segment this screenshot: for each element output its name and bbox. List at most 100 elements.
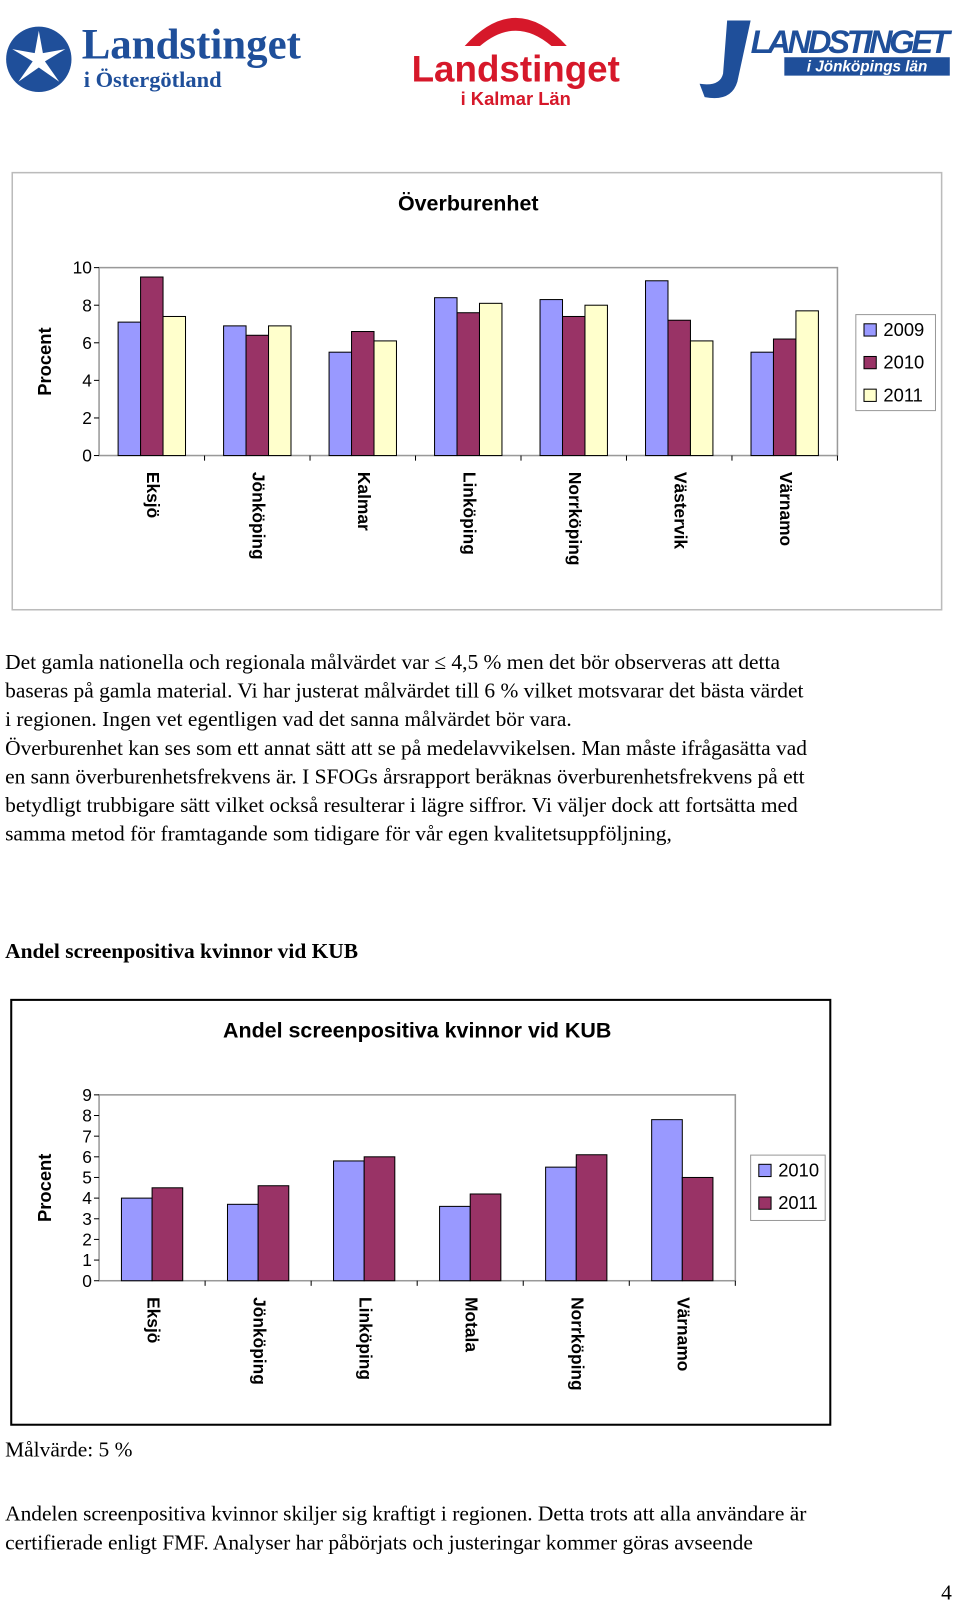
bar [120, 1197, 153, 1282]
y-tick-label: 9 [82, 1085, 92, 1105]
logo-j [699, 20, 751, 99]
bar [223, 325, 247, 457]
legend-swatch [758, 1196, 772, 1210]
paragraph-line: samma metod för framtagande som tidigare… [5, 822, 672, 846]
x-tick-label: Eksjö [144, 1297, 164, 1343]
legend-swatch [863, 323, 877, 337]
x-tick-label: Norrköping [565, 472, 585, 566]
x-tick-label: Linköping [460, 472, 480, 555]
bar [681, 1176, 714, 1282]
bar [439, 1205, 471, 1282]
y-axis-label: Procent [34, 1154, 55, 1222]
logo-text: LANDSTINGET [751, 23, 953, 60]
bar [434, 297, 458, 457]
bar [226, 1203, 259, 1282]
plot-area [98, 1094, 737, 1282]
y-tick-label: 5 [82, 1168, 92, 1188]
bar [545, 1166, 577, 1282]
bar [328, 351, 353, 457]
bar [750, 351, 774, 457]
paragraph-line: i regionen. Ingen vet egentligen vad det… [5, 707, 572, 731]
y-tick-label: 8 [82, 295, 92, 315]
bar [667, 319, 691, 457]
bar [140, 276, 164, 457]
bar [689, 340, 714, 457]
x-tick-label: Värnamo [776, 472, 796, 546]
x-tick-label: Västervik [671, 472, 691, 550]
page-number: 4 [941, 1580, 952, 1604]
legend-label: 2009 [883, 319, 924, 340]
legend-swatch [758, 1163, 772, 1178]
bar [257, 1185, 290, 1282]
logo-subtext: i Jönköpings län [807, 59, 928, 76]
y-tick-label: 1 [82, 1250, 92, 1270]
paragraph-line: Andelen screenpositiva kvinnor skiljer s… [5, 1502, 806, 1526]
chart-title: Andel screenpositiva kvinnor vid KUB [223, 1019, 611, 1043]
bar [795, 310, 819, 457]
legend-label: 2011 [883, 384, 923, 405]
logo-jonkoping: LANDSTINGET i Jönköpings län [699, 20, 953, 99]
legend-label: 2011 [778, 1192, 818, 1213]
y-tick-label: 4 [82, 1188, 92, 1208]
bar [117, 321, 142, 457]
y-tick-label: 3 [82, 1209, 92, 1229]
y-tick-label: 0 [82, 446, 92, 466]
logo-ostergotland: Landstinget i Östergötland [6, 21, 302, 92]
bar [162, 315, 187, 457]
bar [151, 1187, 184, 1282]
bar [373, 340, 397, 457]
logo-star [12, 30, 66, 82]
bar [333, 1160, 365, 1282]
logo-subtext: i Kalmar Län [461, 88, 571, 109]
x-tick-label: Motala [462, 1297, 482, 1352]
bar [478, 302, 503, 457]
y-tick-label: 0 [82, 1271, 92, 1291]
y-tick-label: 8 [82, 1106, 92, 1126]
bar [268, 325, 292, 457]
bar [539, 299, 564, 457]
bar [245, 334, 270, 457]
x-tick-label: Norrköping [568, 1297, 588, 1391]
y-tick-label: 4 [82, 371, 92, 391]
target-note: Målvärde: 5 % [5, 1437, 133, 1461]
paragraph-line: baseras på gamla material. Vi har juster… [5, 679, 803, 703]
bar [645, 280, 669, 457]
bar [363, 1156, 396, 1282]
x-tick-label: Jönköping [250, 1297, 270, 1385]
legend-label: 2010 [778, 1160, 819, 1181]
bar [772, 338, 797, 457]
logo-text: Landstinget [82, 21, 302, 68]
bar [456, 312, 480, 457]
legend-label: 2010 [883, 352, 924, 373]
logo-subtext: i Östergötland [84, 67, 222, 92]
x-tick-label: Kalmar [354, 472, 374, 531]
bar [575, 1154, 608, 1282]
logo-band [784, 57, 950, 76]
y-tick-label: 2 [82, 408, 92, 428]
legend-swatch [863, 355, 877, 370]
logo-text: Landstinget [412, 49, 620, 90]
paragraph-line: Det gamla nationella och regionala målvä… [5, 650, 780, 674]
logo-kalmar: Landstinget i Kalmar Län [412, 17, 620, 109]
chart-title: Överburenhet [398, 190, 539, 215]
x-tick-label: Linköping [356, 1297, 376, 1380]
bar [584, 304, 608, 457]
y-tick-label: 10 [73, 258, 92, 278]
x-tick-label: Värnamo [674, 1297, 694, 1371]
x-tick-label: Eksjö [143, 472, 163, 518]
paragraph-line: Överburenhet kan ses som ett annat sätt … [5, 736, 807, 760]
paragraph-line: en sann överburenhetsfrekvens är. I SFOG… [5, 764, 805, 788]
heading: Andel screenpositiva kvinnor vid KUB [5, 939, 358, 963]
bar [651, 1119, 683, 1282]
y-axis-label: Procent [34, 327, 55, 395]
y-tick-label: 7 [82, 1126, 92, 1146]
legend-swatch [863, 388, 877, 402]
bar [561, 315, 586, 457]
y-tick-label: 6 [82, 333, 92, 353]
y-tick-label: 6 [82, 1147, 92, 1167]
bar [351, 331, 375, 457]
paragraph-line: certifierade enligt FMF. Analyser har på… [5, 1530, 753, 1554]
logo-arc [464, 17, 567, 47]
x-tick-label: Jönköping [249, 472, 269, 560]
